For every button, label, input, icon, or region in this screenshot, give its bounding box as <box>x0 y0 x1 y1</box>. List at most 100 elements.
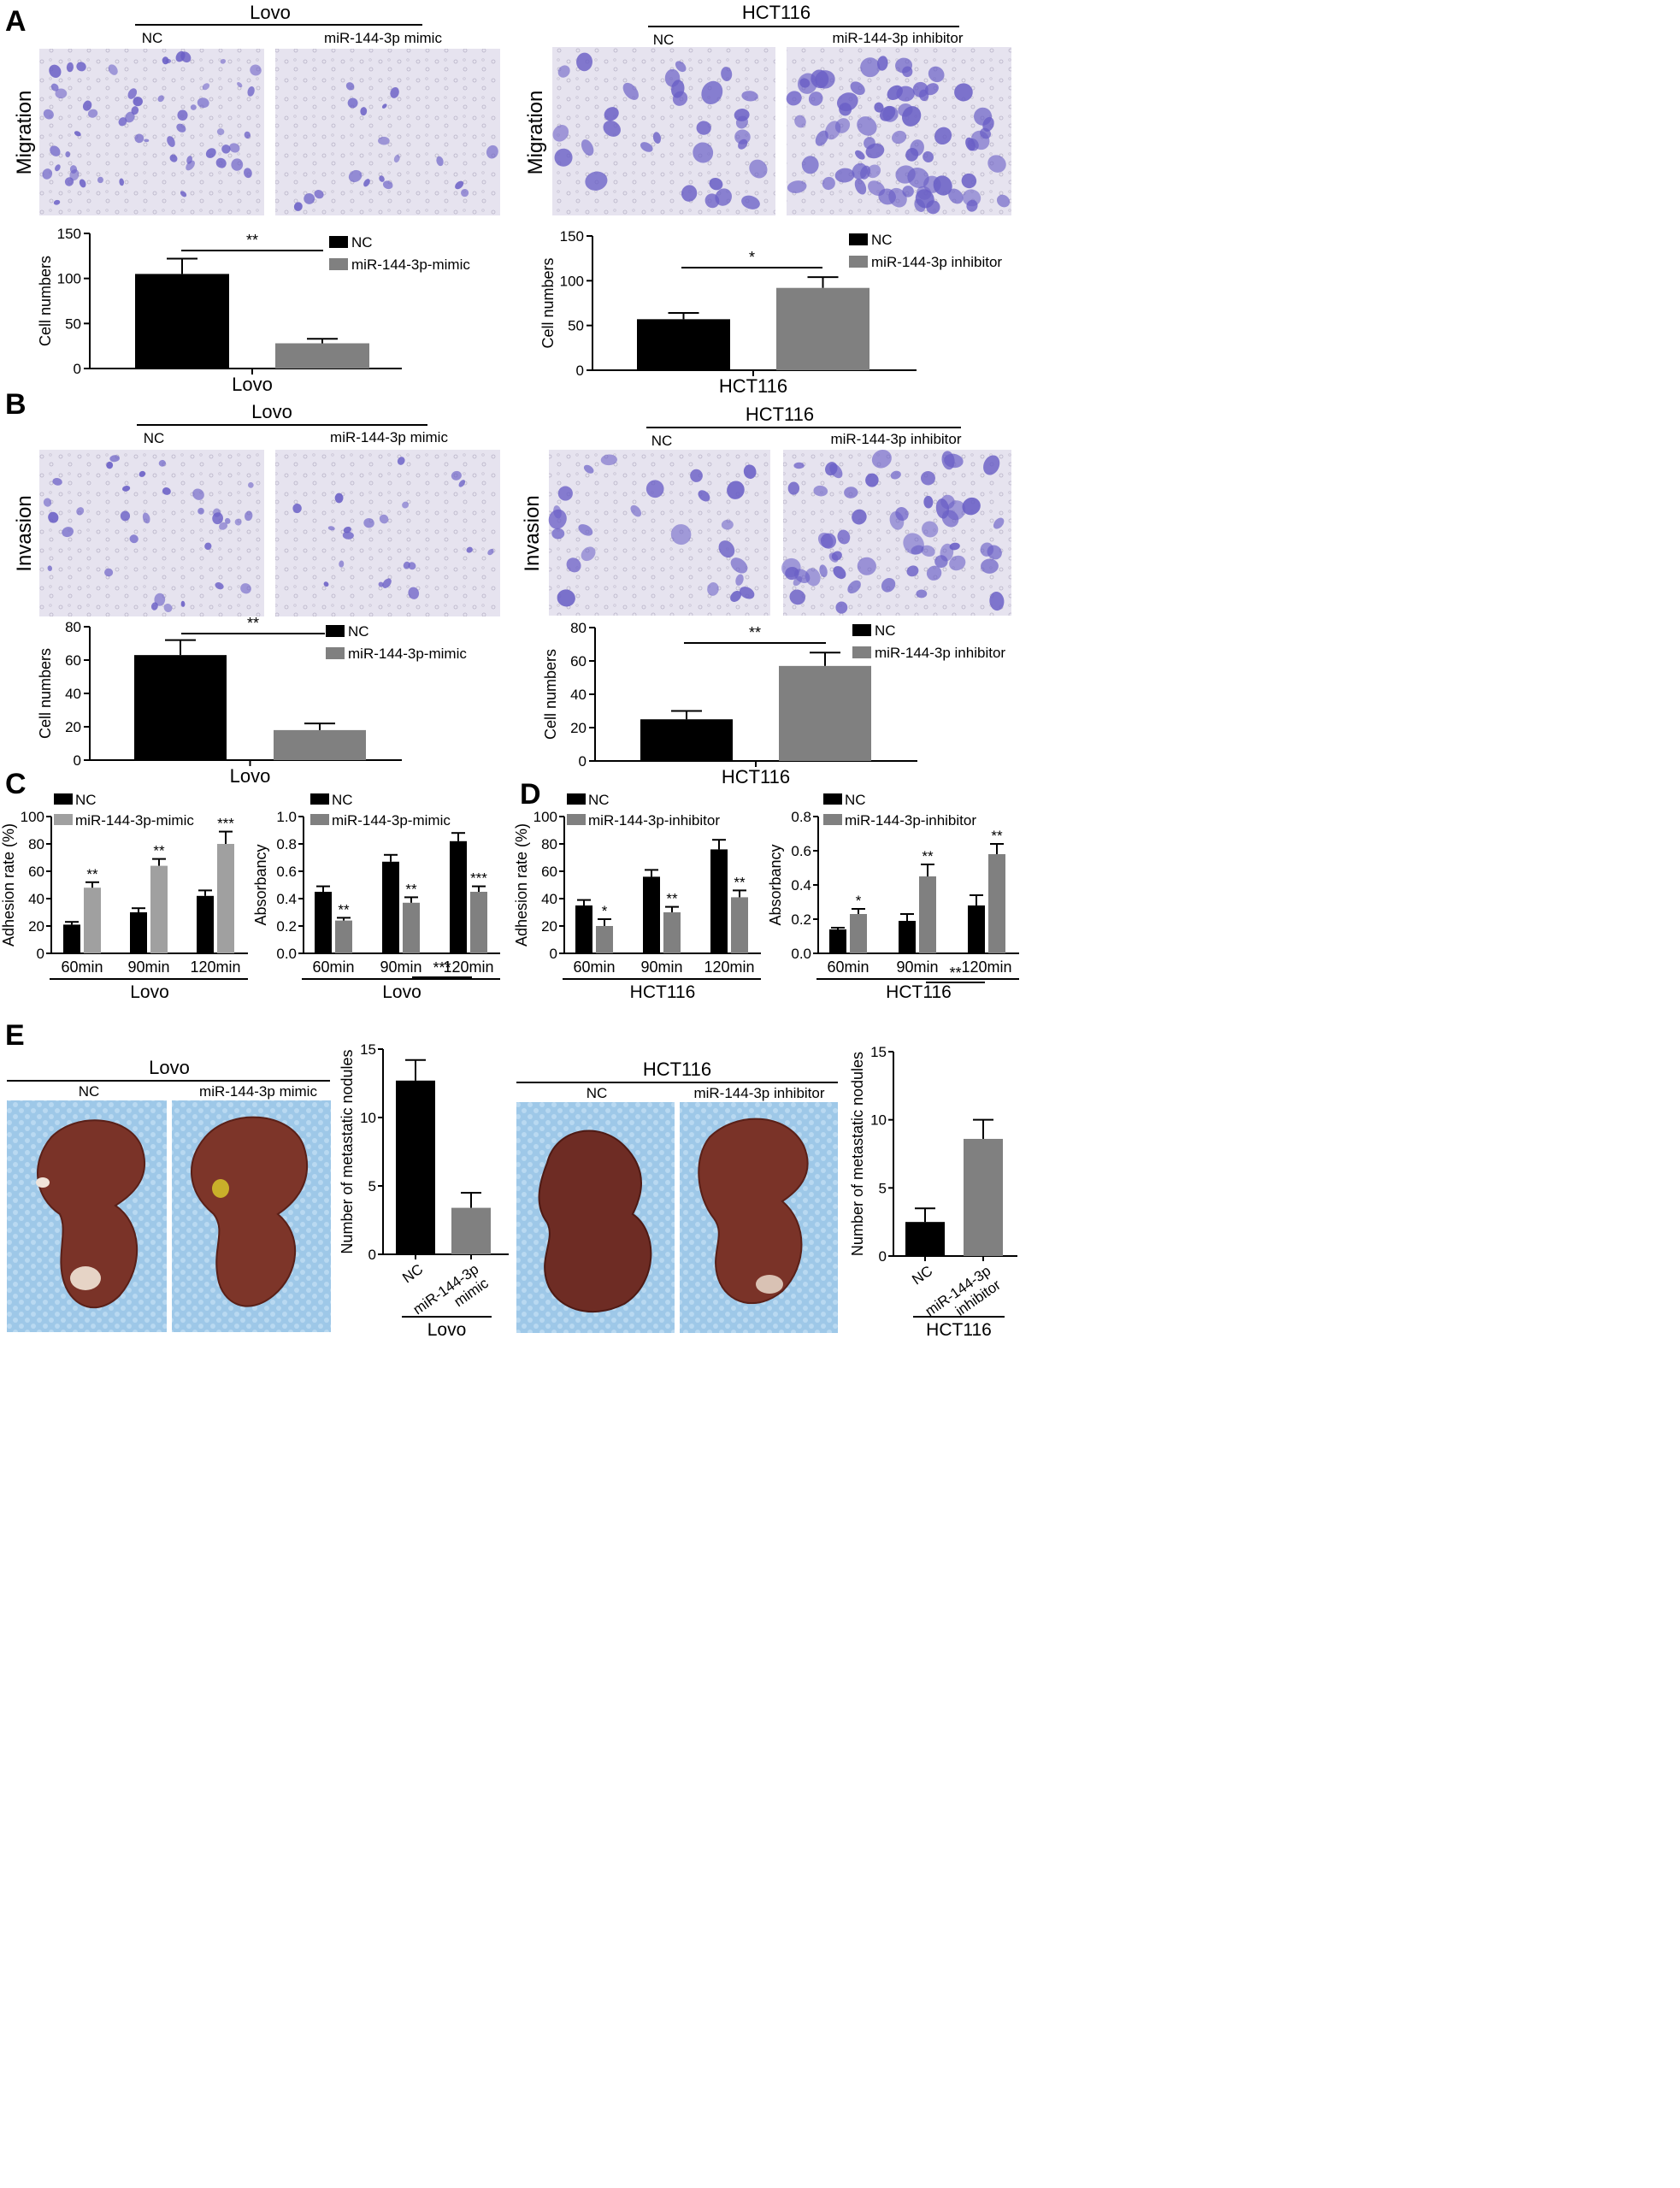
cell <box>600 454 617 466</box>
cell <box>345 82 355 91</box>
cell <box>980 542 994 557</box>
cell <box>64 177 74 186</box>
legend-label: miR-144-3p-mimic <box>75 812 194 829</box>
y-axis-label: Adhesion rate (%) <box>0 823 17 947</box>
y-tick-label: 20 <box>28 918 44 935</box>
y-tick-label: 150 <box>57 226 81 242</box>
cell <box>379 514 389 524</box>
significance-marker: *** <box>433 959 451 976</box>
x-axis-label: Lovo <box>232 374 273 395</box>
cell <box>190 104 197 110</box>
cell <box>219 522 228 530</box>
cell <box>108 64 118 75</box>
significance-marker: ** <box>246 232 258 249</box>
cell <box>557 589 575 607</box>
cell <box>815 70 835 89</box>
cell <box>789 589 805 605</box>
cell <box>982 116 994 132</box>
bar <box>382 861 399 953</box>
header-hct116: HCT116 <box>643 1059 711 1080</box>
y-axis-label: Cell numbers <box>37 256 54 346</box>
y-tick-label: 100 <box>57 271 81 287</box>
cell <box>926 565 942 581</box>
y-tick-label: 50 <box>65 316 81 332</box>
header-lovo: Lovo <box>149 1057 190 1078</box>
cell <box>66 62 74 73</box>
cell <box>382 578 392 588</box>
cell <box>940 543 954 562</box>
significance-marker: * <box>749 249 755 266</box>
cell <box>787 481 800 495</box>
cell <box>919 89 929 102</box>
row-label-migration: Migration <box>13 91 36 175</box>
cell <box>455 180 464 190</box>
y-tick-label: 20 <box>541 918 557 935</box>
cell <box>379 175 385 182</box>
significance-marker: *** <box>217 816 234 832</box>
x-tick-label: 90min <box>640 958 682 976</box>
cell <box>709 177 723 191</box>
y-axis-label: Cell numbers <box>542 649 559 740</box>
significance-marker: ** <box>749 624 761 641</box>
cell <box>566 557 581 573</box>
cell <box>162 56 169 65</box>
legend-swatch <box>849 233 868 245</box>
cell <box>787 180 807 193</box>
legend-label: miR-144-3p-mimic <box>332 812 451 829</box>
bar <box>637 319 730 370</box>
cell <box>829 463 843 479</box>
stained-cells <box>292 457 494 599</box>
cell <box>698 490 710 502</box>
cell <box>718 540 735 558</box>
cell <box>109 455 120 463</box>
bar <box>905 1222 945 1256</box>
col-label-mimic: miR-144-3p mimic <box>199 1083 317 1100</box>
cell <box>693 142 714 163</box>
micrograph-nc <box>39 49 264 215</box>
cell <box>837 529 851 545</box>
cell <box>701 80 723 104</box>
cell <box>131 106 139 115</box>
micrograph-nc <box>39 450 264 616</box>
y-tick-label: 15 <box>360 1041 376 1058</box>
cell <box>834 168 855 183</box>
cell <box>581 546 596 562</box>
cell <box>120 510 131 522</box>
significance-marker: ** <box>922 848 934 864</box>
nodule-inhibitor <box>756 1275 783 1294</box>
cell <box>314 189 324 199</box>
cell <box>231 158 244 171</box>
y-tick-label: 0.8 <box>791 809 811 825</box>
cell <box>652 132 662 144</box>
panel-a-lovo-images: Lovo NC miR-144-3p mimic Migration <box>13 2 500 215</box>
cell <box>854 178 867 195</box>
cell <box>896 86 915 102</box>
legend-label: NC <box>348 623 369 640</box>
cell <box>961 173 977 189</box>
bar <box>470 892 487 953</box>
y-tick-label: 100 <box>560 273 584 289</box>
cell <box>129 534 139 544</box>
legend-swatch <box>326 647 345 659</box>
cell <box>293 202 303 211</box>
col-label-nc: NC <box>144 430 165 446</box>
cell <box>681 185 698 202</box>
cell <box>923 495 934 509</box>
cell <box>948 188 964 204</box>
x-axis-label: HCT116 <box>926 1320 992 1336</box>
col-label-nc: NC <box>651 433 673 449</box>
cell <box>466 546 473 553</box>
cell <box>458 480 466 487</box>
cell <box>381 103 387 109</box>
legend-label: miR-144-3p inhibitor <box>871 254 1002 270</box>
y-tick-label: 0.4 <box>276 891 297 907</box>
cell <box>924 83 939 96</box>
cell <box>817 533 834 548</box>
legend-swatch <box>310 814 329 825</box>
cell <box>237 82 243 88</box>
x-axis-label: Lovo <box>427 1320 467 1336</box>
cell <box>583 464 594 474</box>
cell <box>906 565 919 577</box>
bar <box>850 914 867 953</box>
y-tick-label: 0 <box>579 753 587 770</box>
